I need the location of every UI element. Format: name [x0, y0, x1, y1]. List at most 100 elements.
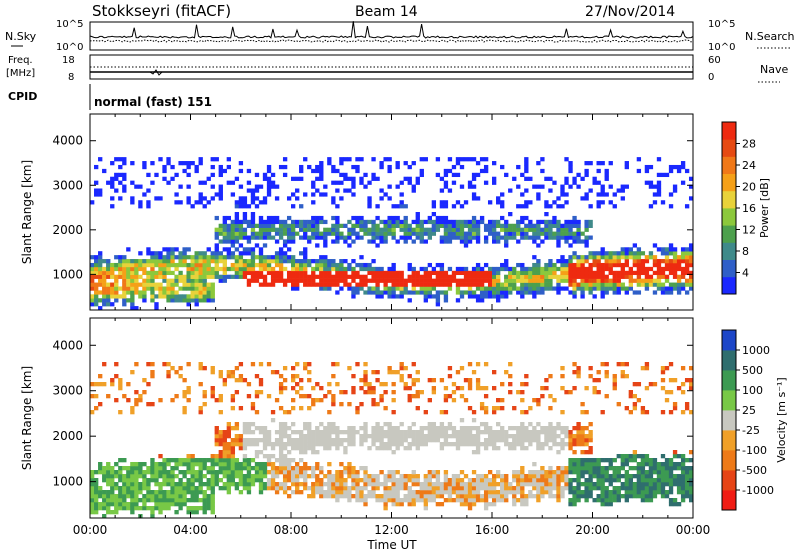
heatmap-cell	[142, 482, 147, 487]
heatmap-cell	[556, 204, 561, 209]
heatmap-cell	[198, 474, 203, 479]
heatmap-cell	[186, 247, 191, 252]
heatmap-cell	[612, 270, 617, 276]
heatmap-cell	[628, 286, 633, 291]
heatmap-cell	[202, 510, 207, 515]
heatmap-cell	[455, 235, 461, 240]
heatmap-cell	[580, 290, 585, 295]
heatmap-cell	[218, 188, 223, 193]
heatmap-cell	[572, 290, 577, 295]
colorbar-tick-label: 20	[742, 181, 756, 194]
heatmap-cell	[150, 458, 155, 463]
heatmap-cell	[479, 266, 485, 272]
heatmap-cell	[190, 478, 195, 483]
heatmap-cell	[439, 282, 445, 287]
heatmap-cell	[680, 498, 686, 503]
heatmap-cell	[640, 498, 646, 503]
heatmap-cell	[564, 270, 569, 276]
heatmap-cell	[190, 470, 195, 475]
heatmap-cell	[451, 382, 457, 387]
heatmap-cell	[600, 192, 605, 197]
heatmap-cell	[158, 494, 163, 499]
heatmap-cell	[262, 438, 268, 443]
heatmap-cell	[379, 231, 384, 236]
heatmap-cell	[351, 184, 356, 189]
heatmap-cell	[544, 278, 549, 283]
heatmap-cell	[487, 227, 493, 232]
heatmap-cell	[359, 255, 364, 260]
colorbar-swatch	[722, 208, 736, 226]
heatmap-cell	[427, 426, 432, 431]
heatmap-cell	[202, 466, 207, 471]
heatmap-cell	[612, 458, 617, 463]
heatmap-cell	[339, 390, 344, 395]
heatmap-cell	[439, 219, 445, 225]
heatmap-cell	[471, 196, 477, 201]
heatmap-cell	[624, 462, 629, 467]
heatmap-cell	[387, 426, 392, 431]
heatmap-cell	[190, 490, 195, 495]
heatmap-cell	[335, 235, 340, 240]
heatmap-cell	[351, 270, 356, 276]
heatmap-cell	[254, 274, 260, 279]
heatmap-cell	[178, 278, 183, 283]
heatmap-cell	[126, 247, 131, 252]
heatmap-cell	[315, 274, 320, 279]
heatmap-cell	[584, 482, 589, 487]
heatmap-cell	[98, 506, 103, 511]
heatmap-cell	[588, 274, 593, 279]
heatmap-cell	[286, 470, 292, 475]
heatmap-cell	[118, 180, 123, 185]
heatmap-cell	[194, 251, 199, 256]
heatmap-cell	[496, 278, 501, 283]
heatmap-cell	[307, 474, 312, 479]
heatmap-cell	[307, 274, 312, 279]
heatmap-cell	[411, 278, 416, 283]
heatmap-cell	[423, 298, 428, 303]
heatmap-cell	[608, 184, 613, 189]
heatmap-cell	[335, 482, 340, 487]
heatmap-cell	[467, 486, 473, 491]
heatmap-cell	[262, 434, 268, 439]
heatmap-cell	[178, 374, 183, 379]
heatmap-cell	[572, 266, 577, 272]
heatmap-cell	[467, 442, 473, 447]
heatmap-cell	[644, 410, 650, 415]
heatmap-cell	[548, 478, 553, 483]
heatmap-cell	[576, 259, 581, 264]
heatmap-cell	[391, 478, 396, 483]
heatmap-cell	[644, 454, 650, 459]
heatmap-cell	[548, 446, 553, 451]
heatmap-cell	[504, 223, 509, 228]
heatmap-cell	[150, 362, 155, 367]
heatmap-cell	[327, 274, 332, 279]
heatmap-cell	[608, 259, 613, 264]
heatmap-cell	[648, 458, 654, 463]
heatmap-cell	[684, 259, 690, 264]
heatmap-cell	[379, 290, 384, 295]
heatmap-cell	[431, 266, 437, 272]
heatmap-cell	[500, 474, 505, 479]
heatmap-cell	[327, 270, 332, 276]
colorbar-tick-label: 100	[742, 384, 763, 397]
heatmap-cell	[644, 486, 650, 491]
heatmap-cell	[202, 482, 207, 487]
heatmap-cell	[162, 262, 167, 268]
heatmap-cell	[230, 235, 236, 240]
heatmap-cell	[178, 161, 183, 166]
heatmap-cell	[672, 282, 678, 287]
heatmap-cell	[130, 290, 135, 295]
heatmap-cell	[423, 231, 428, 236]
heatmap-cell	[684, 406, 690, 411]
heatmap-cell	[516, 223, 521, 228]
heatmap-cell	[258, 430, 264, 435]
heatmap-cell	[688, 490, 694, 495]
heatmap-cell	[154, 251, 159, 256]
heatmap-cell	[536, 259, 541, 264]
heatmap-cell	[467, 406, 473, 411]
heatmap-cell	[90, 200, 95, 205]
heatmap-cell	[387, 278, 392, 283]
heatmap-cell	[419, 494, 424, 499]
heatmap-cell	[660, 474, 666, 479]
heatmap-cell	[688, 255, 694, 260]
